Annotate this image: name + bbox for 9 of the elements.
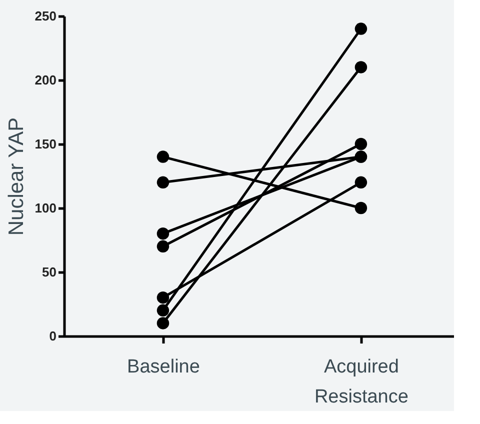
y-tick-label: 150: [34, 136, 56, 152]
y-tick-label: 250: [34, 8, 56, 24]
y-tick-label: 200: [34, 72, 56, 88]
y-tick-label: 100: [34, 200, 56, 216]
y-axis-title: Nuclear YAP: [4, 117, 28, 236]
y-tick-label: 50: [42, 264, 56, 280]
x-tick-label: Baseline: [127, 356, 200, 378]
x-tick-label: Acquired Resistance: [314, 356, 408, 408]
y-tick-label: 0: [49, 328, 56, 344]
